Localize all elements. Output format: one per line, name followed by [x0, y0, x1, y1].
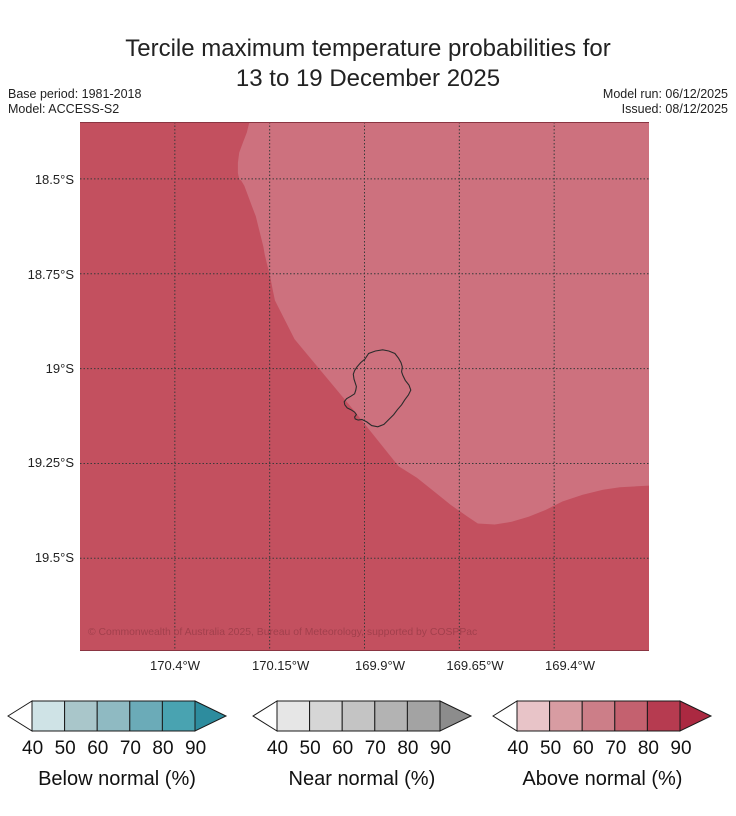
- svg-text:© Commonwealth of Australia 20: © Commonwealth of Australia 2025, Bureau…: [88, 627, 477, 638]
